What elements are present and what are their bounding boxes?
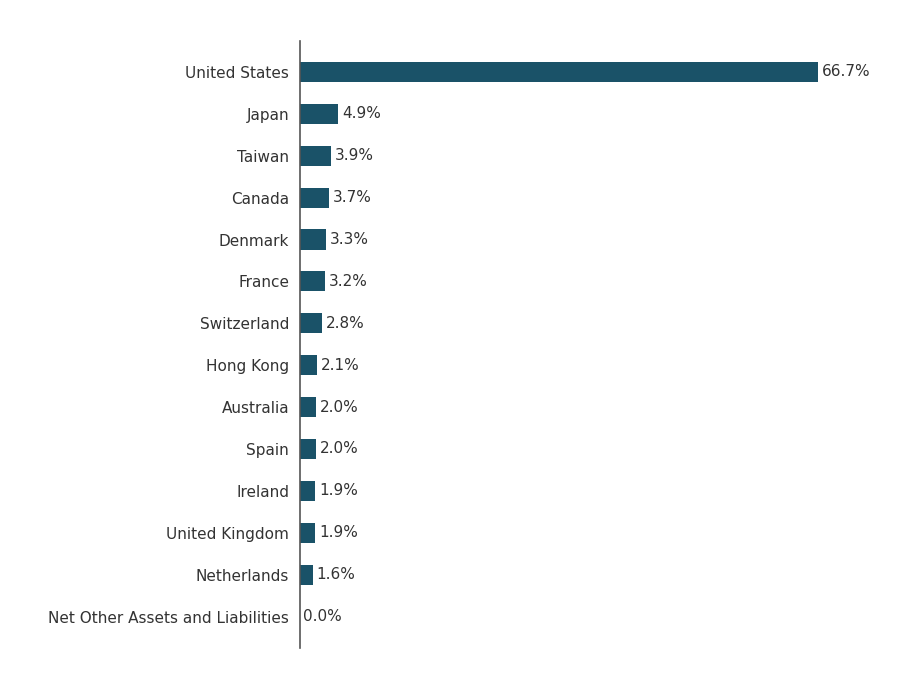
Bar: [300, 522, 315, 543]
Text: 3.9%: 3.9%: [335, 148, 373, 163]
Text: 3.2%: 3.2%: [329, 274, 368, 289]
Text: 66.7%: 66.7%: [822, 64, 871, 80]
Bar: [300, 397, 316, 417]
Text: 2.8%: 2.8%: [326, 316, 365, 331]
Bar: [300, 271, 325, 292]
Bar: [300, 230, 326, 250]
Bar: [300, 62, 818, 82]
Bar: [300, 188, 329, 208]
Text: 0.0%: 0.0%: [303, 609, 342, 624]
Text: 2.0%: 2.0%: [319, 441, 359, 456]
Bar: [300, 313, 322, 333]
Bar: [300, 355, 317, 375]
Text: 1.6%: 1.6%: [317, 567, 356, 582]
Text: 1.9%: 1.9%: [318, 483, 358, 498]
Bar: [300, 439, 316, 459]
Bar: [300, 481, 315, 501]
Text: 4.9%: 4.9%: [342, 107, 381, 122]
Text: 1.9%: 1.9%: [318, 525, 358, 540]
Text: 2.1%: 2.1%: [320, 358, 359, 373]
Bar: [300, 104, 339, 124]
Bar: [300, 564, 313, 585]
Text: 3.7%: 3.7%: [333, 190, 372, 205]
Text: 2.0%: 2.0%: [319, 400, 359, 414]
Text: 3.3%: 3.3%: [329, 232, 369, 247]
Bar: [300, 146, 330, 166]
